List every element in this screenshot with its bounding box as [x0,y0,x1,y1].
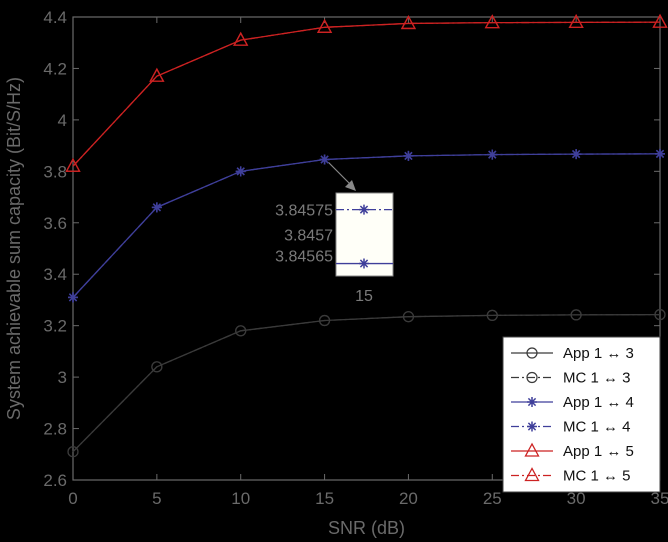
x-tick-label: 35 [651,489,668,508]
zoom-inset: 3.84575 3.8457 3.84565 15 [275,192,394,305]
series-5-point [316,18,333,33]
y-tick-label: 3.8 [43,162,67,181]
legend-entry-label: App 1 ↔ 3 [563,345,634,362]
legend-entry-label: App 1 ↔ 5 [563,443,634,460]
series-1-point [486,309,498,321]
y-tick-label: 3.2 [43,317,67,336]
legend-entry-label: MC 1 ↔ 5 [563,468,631,485]
y-tick-label: 4 [58,111,67,130]
series-4-point [149,67,165,82]
y-tick-label: 2.8 [43,420,67,439]
series-3-point [151,202,162,213]
series-line-1 [72,313,661,453]
legend-entry-label: MC 1 ↔ 3 [563,370,631,387]
series-1-point [318,314,331,327]
series-5-point [65,157,81,172]
x-tick-label: 0 [68,489,77,508]
series-1-point [151,361,163,373]
y-tick-label: 4.2 [43,59,67,78]
series-line-5 [72,21,661,167]
x-tick-label: 20 [399,489,418,508]
legend-entry-label: MC 1 ↔ 4 [563,419,631,436]
y-tick-label: 3 [58,368,67,387]
x-axis-title: SNR (dB) [328,518,405,538]
series-3-point [403,150,414,161]
series-3-point [235,166,246,177]
series-1-point [654,309,666,321]
legend-swatch-marker [527,397,537,407]
legend-box [502,336,661,493]
inset-x-tick-label: 15 [355,288,373,305]
legend-swatch-marker [526,347,538,359]
y-axis-title: System achievable sum capacity (Bit/S/Hz… [4,77,24,420]
series-3-point [319,154,330,165]
plot-area-frame [72,16,661,481]
legend-entry-label: App 1 ↔ 4 [563,394,634,411]
legend-swatch-marker [524,467,540,482]
series-1-point [570,309,582,321]
inset-y-tick-label: 3.8457 [284,228,333,245]
series-5-point [484,14,500,29]
inset-mc-point [359,204,369,215]
legend: App 1 ↔ 3 MC 1 ↔ 3 App 1 ↔ 4 MC 1 ↔ 4 App 1 … [502,336,661,493]
x-tick-label: 15 [315,489,334,508]
y-tick-label: 3.6 [43,214,67,233]
series-1-point [402,311,415,323]
y-tick-label: 2.6 [43,471,67,490]
series-1-point [67,446,79,458]
zoom-arrow-line [328,162,353,187]
series-line-4 [72,21,661,167]
x-tick-label: 25 [483,489,502,508]
inset-y-tick-label: 3.84575 [275,203,333,220]
series-5-point [400,15,417,30]
series-line-3 [72,153,661,298]
y-tick-label: 3.4 [43,265,67,284]
series-3-point [487,149,498,160]
legend-swatch-marker [524,442,540,457]
legend-swatch-marker [527,421,537,432]
inset-y-tick-label: 3.84565 [275,248,333,265]
series-5-point [652,13,668,28]
legend-swatch-marker [526,371,538,384]
y-tick-label: 4.4 [43,8,67,27]
x-tick-label: 10 [231,489,250,508]
series-3-point [68,292,78,303]
x-tick-label: 30 [567,489,586,508]
series-5-point [233,31,249,46]
inset-app-point [359,258,369,269]
series-3-point [655,148,665,159]
series-5-point [149,67,165,82]
series-1-point [235,325,247,337]
series-5-point [568,14,584,29]
zoom-arrow-head [345,180,356,191]
series-3-point [571,149,582,160]
x-tick-label: 5 [152,489,161,508]
